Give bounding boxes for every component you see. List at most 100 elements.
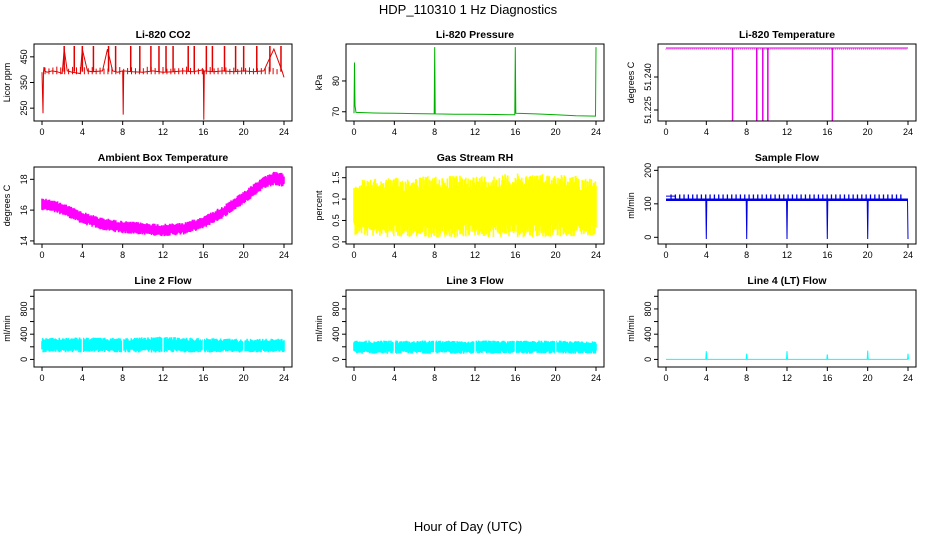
data-layer xyxy=(666,194,909,240)
point xyxy=(665,48,667,50)
x-tick-label: 4 xyxy=(80,373,85,383)
point xyxy=(905,48,907,50)
point xyxy=(687,48,689,50)
point xyxy=(689,48,691,50)
y-tick-label: 80 xyxy=(331,76,341,86)
x-tick-label: 20 xyxy=(239,373,249,383)
point xyxy=(798,48,800,50)
x-tick-label: 0 xyxy=(663,250,668,260)
x-tick-label: 12 xyxy=(782,373,792,383)
x-tick-label: 12 xyxy=(158,250,168,260)
point xyxy=(842,48,844,50)
x-tick-label: 12 xyxy=(470,250,480,260)
point xyxy=(853,48,855,50)
point xyxy=(760,48,762,50)
x-tick-label: 0 xyxy=(351,127,356,137)
x-tick-label: 16 xyxy=(822,373,832,383)
x-axis: 0 4 8 12 16 20 24 xyxy=(663,121,913,137)
point xyxy=(903,48,905,50)
x-tick-label: 24 xyxy=(903,373,913,383)
point xyxy=(885,48,887,50)
point xyxy=(877,48,879,50)
panel-5: Sample Flow ml/min 0 4 8 12 16 20 24 0 100 200 xyxy=(626,152,917,260)
point xyxy=(869,48,871,50)
point xyxy=(738,48,740,50)
data-layer xyxy=(353,173,597,238)
panel-0: Li-820 CO2 Licor ppm 0 4 8 12 16 20 24 250 350 450 xyxy=(2,29,293,137)
series-line xyxy=(666,350,909,360)
y-tick-label: 0.0 xyxy=(331,236,341,249)
point xyxy=(746,48,748,50)
x-tick-label: 0 xyxy=(663,127,668,137)
series-band xyxy=(353,173,597,238)
x-tick-label: 24 xyxy=(279,127,289,137)
x-tick-label: 0 xyxy=(351,373,356,383)
y-axis: 0 400 800 xyxy=(331,295,346,362)
point xyxy=(701,48,703,50)
point xyxy=(671,48,673,50)
panel-2: Li-820 Temperature degrees C 0 4 8 12 16 20 24 51… xyxy=(626,29,917,137)
y-tick-label: 400 xyxy=(643,327,653,342)
point xyxy=(764,48,766,50)
plot-frame xyxy=(345,289,605,368)
point xyxy=(778,48,780,50)
series-band xyxy=(41,171,285,237)
x-tick-label: 12 xyxy=(782,250,792,260)
y-axis-label: Licor ppm xyxy=(2,63,12,103)
x-tick-label: 8 xyxy=(432,373,437,383)
data-layer xyxy=(41,335,285,354)
y-tick-label: 0.5 xyxy=(331,214,341,227)
x-tick-label: 4 xyxy=(392,127,397,137)
x-tick-label: 20 xyxy=(863,250,873,260)
x-tick-label: 4 xyxy=(392,250,397,260)
point xyxy=(851,48,853,50)
point xyxy=(667,48,669,50)
point xyxy=(893,48,895,50)
x-tick-label: 16 xyxy=(510,250,520,260)
x-tick-label: 16 xyxy=(198,373,208,383)
point xyxy=(804,48,806,50)
point xyxy=(679,48,681,50)
x-tick-label: 16 xyxy=(510,127,520,137)
panel-title: Line 2 Flow xyxy=(134,275,192,287)
panel-7: Line 3 Flow ml/min 0 4 8 12 16 20 24 0 400 800 xyxy=(314,275,605,383)
point xyxy=(812,48,814,50)
y-tick-label: 18 xyxy=(19,174,29,184)
point xyxy=(820,48,822,50)
x-tick-label: 24 xyxy=(903,250,913,260)
point xyxy=(836,48,838,50)
y-axis-label: degrees C xyxy=(2,184,12,226)
series-line xyxy=(353,47,597,117)
y-axis: 51.225 51.240 xyxy=(643,63,658,124)
x-axis: 0 4 8 12 16 20 24 xyxy=(351,121,601,137)
y-tick-label: 800 xyxy=(331,301,341,316)
x-tick-label: 24 xyxy=(591,250,601,260)
point xyxy=(784,48,786,50)
point xyxy=(677,48,679,50)
data-layer xyxy=(666,350,909,360)
y-tick-label: 0 xyxy=(643,357,653,362)
point xyxy=(838,48,840,50)
point xyxy=(740,48,742,50)
point xyxy=(758,48,760,50)
point xyxy=(865,48,867,50)
point xyxy=(770,48,772,50)
data-layer xyxy=(353,47,597,117)
point xyxy=(830,48,832,50)
point xyxy=(828,48,830,50)
x-tick-label: 24 xyxy=(279,373,289,383)
x-tick-label: 4 xyxy=(392,373,397,383)
y-axis-label: ml/min xyxy=(314,315,324,342)
panel-4: Gas Stream RH percent 0 4 8 12 16 20 24 0.0 0.5 1.0… xyxy=(314,152,605,260)
point xyxy=(754,48,756,50)
plot-frame xyxy=(345,43,605,122)
x-tick-label: 12 xyxy=(158,373,168,383)
point xyxy=(768,48,770,50)
y-tick-label: 350 xyxy=(19,75,29,90)
point xyxy=(844,48,846,50)
point xyxy=(730,48,732,50)
figure-title: HDP_110310 1 Hz Diagnostics xyxy=(379,2,558,17)
point xyxy=(859,48,861,50)
x-tick-label: 12 xyxy=(470,373,480,383)
point xyxy=(899,48,901,50)
